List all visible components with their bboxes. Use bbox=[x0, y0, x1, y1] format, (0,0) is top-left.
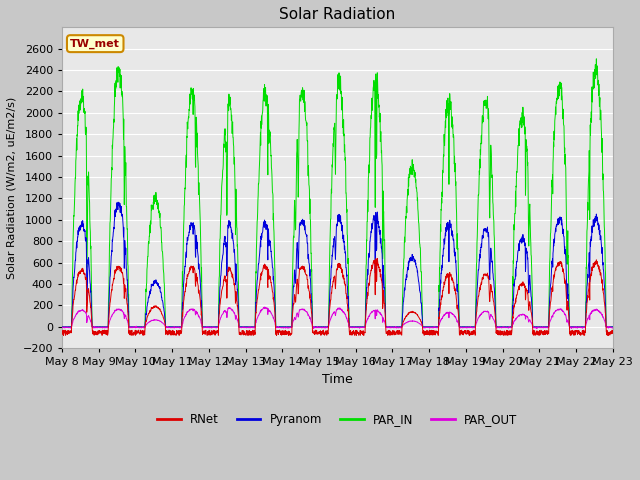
Legend: RNet, Pyranom, PAR_IN, PAR_OUT: RNet, Pyranom, PAR_IN, PAR_OUT bbox=[152, 409, 522, 431]
Title: Solar Radiation: Solar Radiation bbox=[279, 7, 396, 22]
X-axis label: Time: Time bbox=[322, 373, 353, 386]
Y-axis label: Solar Radiation (W/m2, uE/m2/s): Solar Radiation (W/m2, uE/m2/s) bbox=[7, 96, 17, 279]
Text: TW_met: TW_met bbox=[70, 38, 120, 49]
